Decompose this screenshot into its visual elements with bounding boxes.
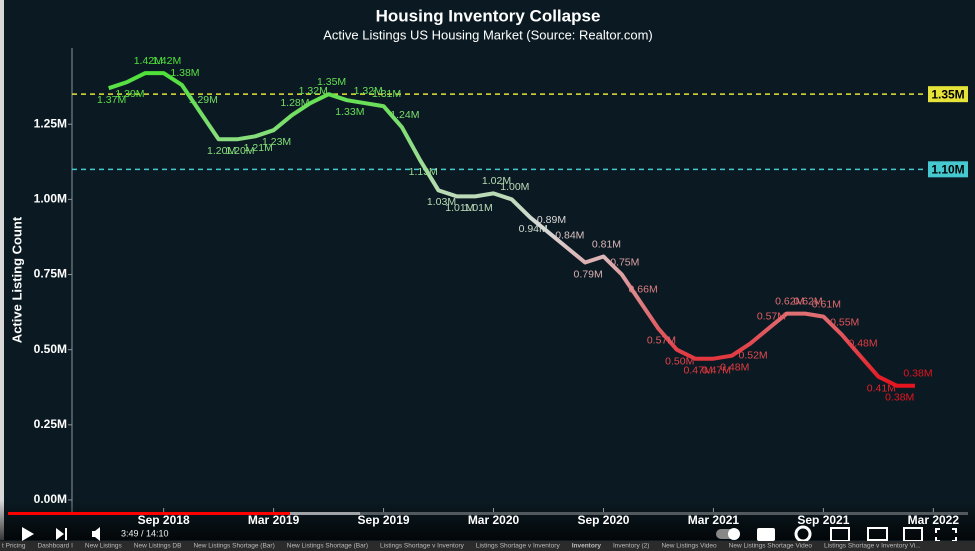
x-ticks: Sep 2018 Mar 2019 Sep 2019 Mar 2020 Sep 2020… [138,508,960,527]
reference-label-box [928,161,968,178]
sheet-tab[interactable]: New Listings [85,543,123,550]
data-label: 1.01M [464,202,493,214]
x-tick-label: Sep 2021 [797,513,849,527]
data-label: 0.38M [885,392,914,404]
data-label: 0.57M [757,310,786,322]
progress-track[interactable] [8,512,968,515]
data-label: 1.20M [207,145,236,157]
sheet-tab[interactable]: Dashboard I [37,543,73,550]
data-label: 0.62M [793,295,822,307]
data-label: 1.21M [244,142,273,154]
data-label: 1.42M [152,55,181,67]
data-label: 1.35M [317,76,346,88]
data-label: 0.61M [812,298,841,310]
data-label: 0.81M [592,238,621,250]
x-tick-label: Sep 2020 [577,513,629,527]
data-label: 0.38M [903,368,932,380]
autoplay-knob [728,528,740,540]
progress-played [8,512,290,515]
y-tick-label: 0.50M [34,342,67,356]
data-label: 1.00M [500,181,529,193]
data-label: 1.01M [445,202,474,214]
data-label: 1.24M [390,109,419,121]
reference-label: 1.35M [931,87,964,101]
data-label: 0.94M [519,223,548,235]
data-label: 0.66M [629,283,658,295]
data-label: 0.79M [574,268,603,280]
data-label: 1.33M [335,106,364,118]
chart: Housing Inventory Collapse Active Listin… [9,6,968,512]
sheet-tab[interactable]: New Listings Shortage (Bar) [287,543,368,550]
sheet-tab[interactable]: New Listings Shortage Video [729,543,813,550]
data-label: 0.55M [830,316,859,328]
reference-label-box [928,86,968,103]
data-label: 1.32M [354,85,383,97]
data-label: 0.47M [684,364,713,376]
data-label: 1.13M [409,166,438,178]
tabs: t Pricing Dashboard I New Listings New List… [2,543,921,550]
progress-buffered [290,512,360,515]
sheet-tab[interactable]: t Pricing [2,543,26,550]
theater-button[interactable] [867,527,888,541]
data-label: 1.38M [170,67,199,79]
data-label: 1.39M [115,88,144,100]
y-tick-label: 0.25M [34,417,67,431]
data-label: 0.84M [555,229,584,241]
data-label: 0.57M [647,334,676,346]
y-tick-label: 1.25M [34,116,67,130]
data-label: 1.37M [97,94,126,106]
controls-shade [0,500,975,540]
sheet-tab[interactable]: Listings Shortage v Inventory [476,543,561,550]
data-label: 1.28M [280,97,309,109]
sheet-tab[interactable]: Listings Shortage v Inventory [380,543,465,550]
x-tick-label: Mar 2020 [468,513,520,527]
data-label: 1.29M [189,94,218,106]
sheet-tab[interactable]: New Listings DB [134,543,182,550]
captions-button[interactable] [757,528,775,541]
sheet-tab[interactable]: Inventory (2) [613,543,650,550]
y-tick-label: 1.00M [34,192,67,206]
sheet-tab[interactable]: Inventory [572,543,602,550]
sheet-tab[interactable]: Listings Shortage v Inventory Vi... [824,543,921,550]
chart-title: Housing Inventory Collapse [376,6,601,25]
x-tick-label: Mar 2022 [908,513,960,527]
x-tick-label: Mar 2019 [248,513,300,527]
data-label: 1.32M [299,85,328,97]
data-label: 0.48M [720,361,749,373]
sheet-tab[interactable]: New Listings Video [661,543,717,550]
y-axis-label: Active Listing Count [9,216,24,343]
data-label: 0.48M [848,337,877,349]
volume-button[interactable] [92,527,100,541]
data-label: 0.47M [702,364,731,376]
next-button[interactable] [56,528,67,540]
play-button[interactable] [22,527,34,541]
data-label: 0.62M [775,295,804,307]
data-label: 1.31M [372,88,401,100]
x-tick-label: Sep 2018 [138,513,190,527]
data-label: 0.50M [665,355,694,367]
data-label: 1.23M [262,136,291,148]
tab-strip [0,541,975,551]
data-label: 1.02M [482,175,511,187]
data-line [108,71,915,388]
data-label: 1.20M [225,145,254,157]
left-edge [0,0,4,540]
data-label: 0.41M [867,383,896,395]
data-label: 1.42M [134,55,163,67]
fullscreen-button[interactable] [935,528,957,542]
y-tick-label: 0.75M [34,267,67,281]
x-tick-label: Mar 2021 [688,513,740,527]
x-tick-label: Sep 2019 [358,513,410,527]
data-label: 1.03M [427,196,456,208]
data-label: 0.89M [537,214,566,226]
sheet-tab[interactable]: New Listings Shortage (Bar) [193,543,274,550]
chart-subtitle: Active Listings US Housing Market (Sourc… [323,27,652,42]
data-label: 0.75M [610,256,639,268]
time-display: 3:49 / 14:10 [121,528,169,538]
reference-label: 1.10M [931,162,964,176]
data-label: 0.52M [738,349,767,361]
